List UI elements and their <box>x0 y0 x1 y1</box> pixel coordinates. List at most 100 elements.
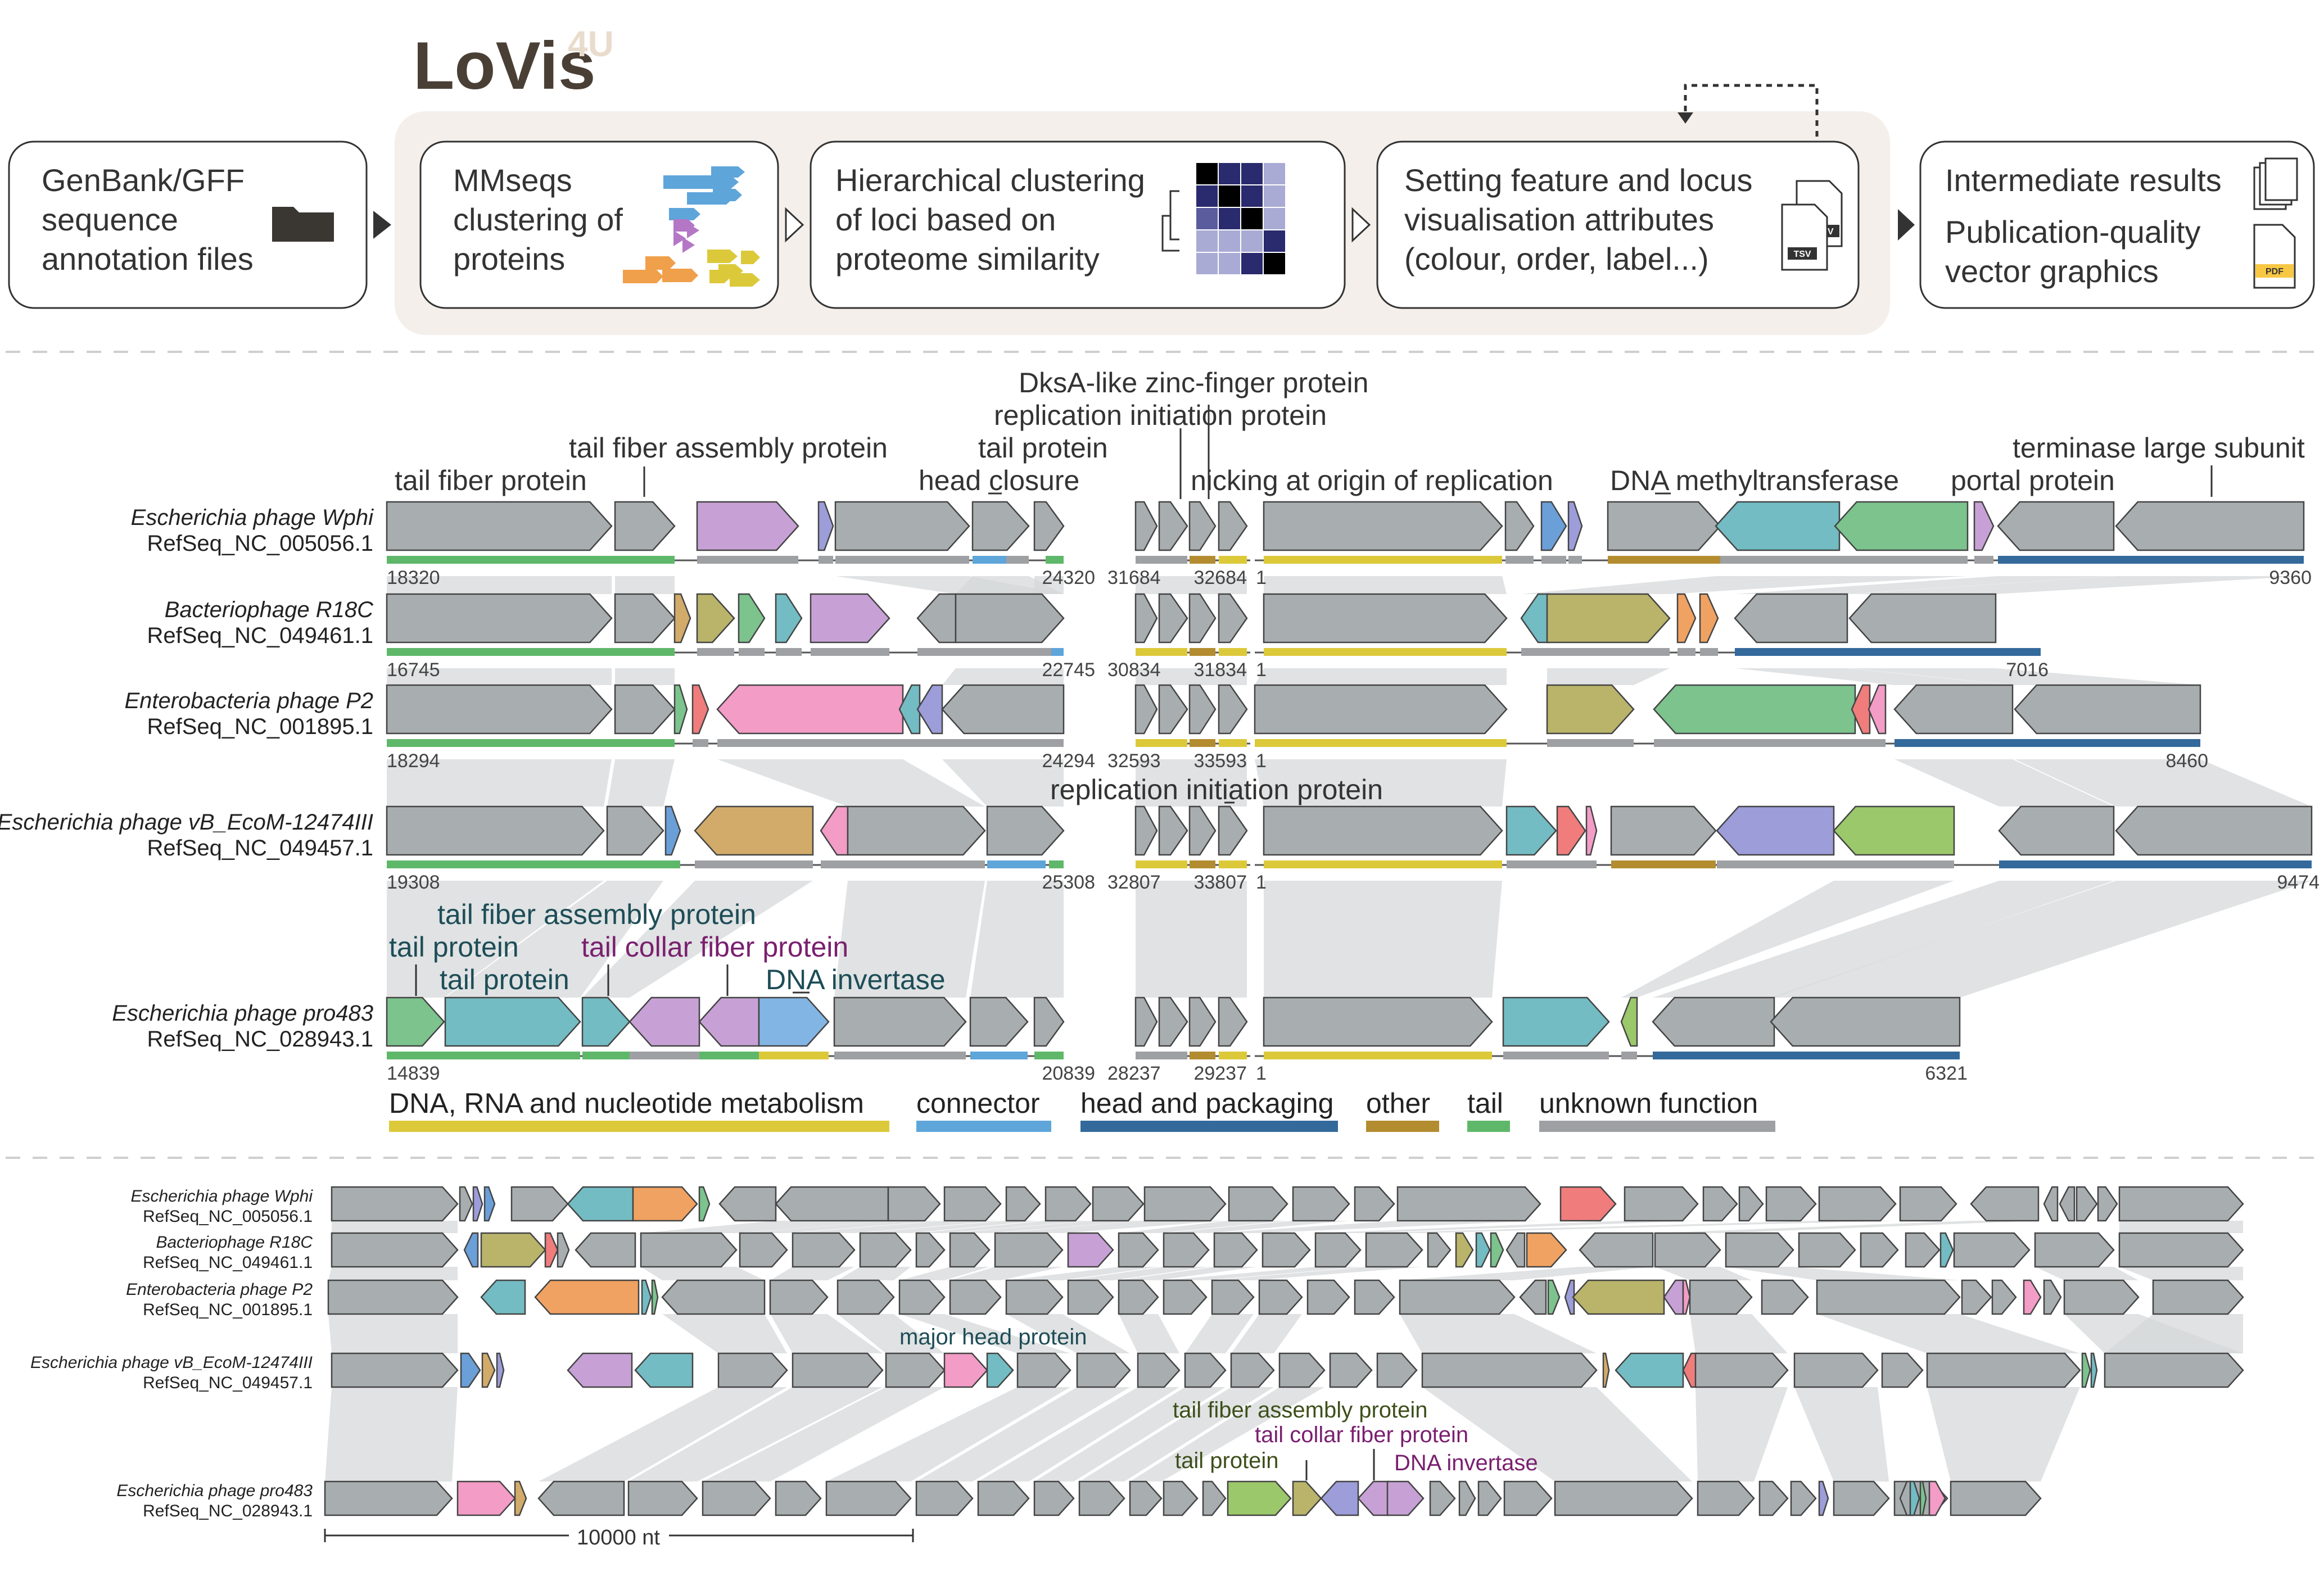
genome-gene-arrow <box>1682 1352 1698 1388</box>
category-bar <box>1190 860 1215 868</box>
genome-gene-arrow <box>1118 1232 1159 1268</box>
gene-arrow <box>810 593 890 644</box>
similarity-link <box>1136 881 1247 998</box>
category-bar <box>1190 1052 1215 1059</box>
genome-gene-arrow <box>632 1186 698 1222</box>
gene-arrow <box>1505 805 1557 856</box>
protein-cluster-icon <box>623 166 760 287</box>
pdf-file-icon: PDF <box>2253 224 2296 289</box>
genome-gene-arrow <box>1184 1352 1227 1388</box>
category-bar <box>1219 739 1247 747</box>
arrow-2 <box>785 207 804 243</box>
step1-line1: GenBank/GFF <box>42 162 245 198</box>
genome-gene-arrow <box>1211 1279 1255 1315</box>
genome-link <box>539 1387 787 1482</box>
genome-gene-arrow <box>651 1279 659 1315</box>
genome-gene-arrow <box>1950 1480 2042 1516</box>
genome-link <box>1422 1387 1692 1482</box>
genome-gene-arrow <box>496 1352 505 1388</box>
gene-arrow <box>1848 593 1997 644</box>
step2-line3: proteins <box>453 241 565 277</box>
category-bar <box>1051 648 1064 656</box>
category-bar <box>1264 648 1507 656</box>
similarity-link <box>1255 759 1507 807</box>
genome-gene-arrow <box>1793 1352 1879 1388</box>
genome-gene-arrow <box>324 1480 453 1516</box>
genome-gene-arrow <box>1833 1480 1890 1516</box>
genome-gene-arrow <box>792 1232 856 1268</box>
label-pro483-tail-fiber-assembly: tail fiber assembly protein <box>437 899 756 930</box>
svg-text:PDF: PDF <box>2266 267 2284 277</box>
category-bar <box>1547 739 1634 747</box>
category-bar <box>1136 739 1187 747</box>
gene-arrow <box>386 805 605 856</box>
genome-gene-arrow <box>575 1232 636 1268</box>
gene-arrow <box>898 684 921 735</box>
genome-link <box>629 1387 883 1482</box>
gene-arrow <box>1134 805 1158 856</box>
gene-arrow <box>738 593 766 644</box>
category-bar <box>1264 556 1502 564</box>
category-bar <box>1735 648 2041 656</box>
similarity-link <box>387 759 612 807</box>
similarity-link <box>387 881 604 998</box>
label-tail-fiber-assembly: tail fiber assembly protein <box>569 432 888 464</box>
coord-mid-end: 29237 <box>1193 1063 1247 1084</box>
coord-right-end: 6321 <box>1925 1063 1968 1084</box>
genome-gene-arrow <box>1503 1480 1553 1516</box>
genome-link <box>1212 1267 1422 1280</box>
gene-arrow <box>1676 593 1697 644</box>
similarity-link <box>387 668 612 685</box>
category-bar <box>1136 648 1187 656</box>
gene-arrow <box>1502 996 1610 1047</box>
gene-arrow <box>1263 805 1503 856</box>
genome-link <box>1366 1221 1896 1233</box>
similarity-link <box>582 881 813 998</box>
genome-gene-arrow <box>1798 1232 1856 1268</box>
scale-label: 10000 nt <box>577 1526 660 1550</box>
category-bar <box>1190 739 1215 747</box>
gene-arrow <box>1699 593 1719 644</box>
similarity-link <box>387 576 612 594</box>
gene-arrow <box>817 501 834 551</box>
genome-gene-arrow <box>567 1186 634 1222</box>
genome-link <box>1794 1387 1889 1482</box>
genome-gene-arrow <box>949 1232 991 1268</box>
similarity-link <box>1034 576 1064 594</box>
genome-gene-arrow <box>1554 1480 1693 1516</box>
genome-link <box>793 1221 1001 1233</box>
genome-gene-arrow <box>994 1232 1064 1268</box>
genome-gene-arrow <box>1526 1232 1567 1268</box>
gene-arrow <box>1188 684 1217 735</box>
category-bar <box>776 648 802 656</box>
category-bar <box>582 1052 630 1059</box>
genome-similarity-links <box>325 1221 2243 1482</box>
gene-arrow <box>1218 805 1248 856</box>
similarity-link <box>1136 576 1247 594</box>
genome-link <box>950 1221 1143 1233</box>
gene-arrow <box>1556 805 1586 856</box>
locus-name: Escherichia phage Wphi <box>131 505 374 530</box>
genome-gene-arrow <box>1427 1232 1452 1268</box>
genome-gene-arrow <box>1559 1186 1617 1222</box>
genome-gene-arrow <box>534 1279 640 1315</box>
gene-arrow <box>1263 593 1508 644</box>
category-bar <box>1136 556 1187 564</box>
similarity-link <box>1547 668 1670 685</box>
category-bar <box>1720 556 1968 564</box>
genome-gene-arrow <box>1386 1480 1425 1516</box>
step-input: GenBank/GFF sequence annotation files <box>8 141 368 309</box>
genome-link <box>1315 1221 1698 1233</box>
logo: LoVis <box>413 28 596 103</box>
genome-link <box>1185 1314 1254 1353</box>
label-dksa: DksA-like zinc-finger protein <box>1019 367 1368 398</box>
category-bar <box>697 556 798 564</box>
label-pro483-tail-protein-2: tail protein <box>440 964 569 995</box>
label-tail-fiber-protein: tail fiber protein <box>395 465 587 496</box>
category-bar <box>1999 860 2312 868</box>
gene-arrow <box>1851 684 1871 735</box>
coord-right-end: 9474 <box>2277 872 2320 893</box>
gene-arrow <box>1546 593 1671 644</box>
